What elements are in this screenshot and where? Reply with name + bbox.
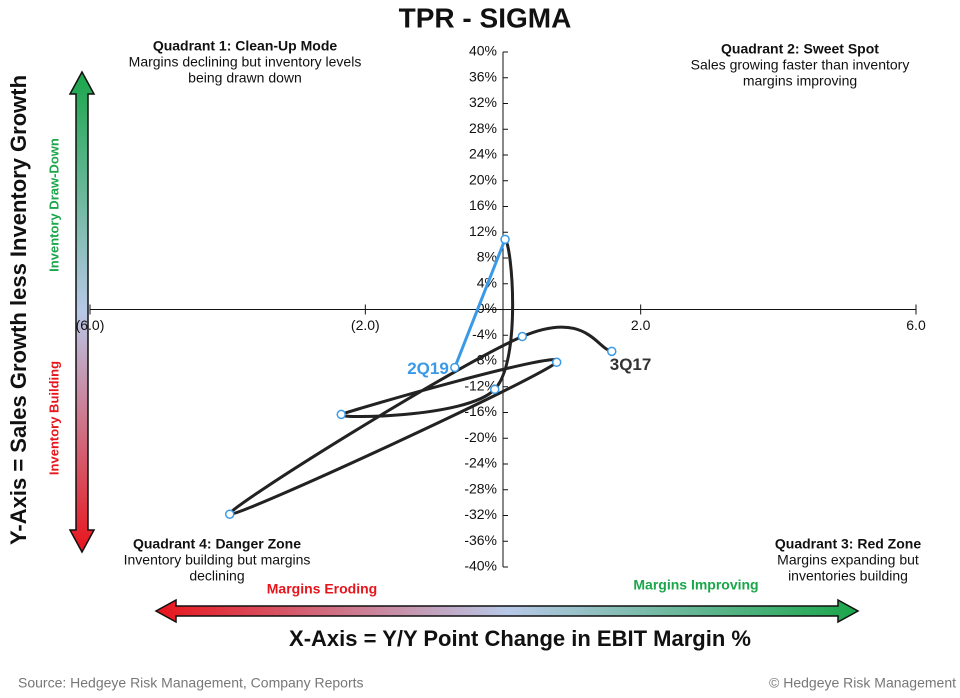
x-tick-label: (6.0): [76, 317, 105, 333]
y-arrow: [68, 70, 96, 554]
point: [517, 331, 528, 342]
quadrant-text: Margins expanding but: [777, 552, 919, 568]
y-arrow-top-label: Inventory Draw-Down: [46, 138, 61, 272]
source: Source: Hedgeye Risk Management, Company…: [18, 675, 364, 691]
x-arrow: [154, 598, 860, 624]
y-tick-label: -32%: [464, 506, 497, 522]
quadrant-title: Quadrant 2: Sweet Spot: [721, 41, 879, 57]
y-tick-label: 36%: [469, 68, 497, 84]
y-axis-title: Y-Axis = Sales Growth less Inventory Gro…: [6, 75, 31, 545]
x-axis-title: X-Axis = Y/Y Point Change in EBIT Margin…: [289, 626, 751, 651]
quadrant-title: Quadrant 1: Clean-Up Mode: [153, 38, 338, 54]
x-tick-label: (2.0): [351, 317, 380, 333]
y-tick-label: -24%: [464, 455, 497, 471]
x-tick-label: 6.0: [906, 317, 926, 333]
y-tick-label: -28%: [464, 480, 497, 496]
quadrant-text: inventories building: [788, 568, 908, 584]
point-label: 3Q17: [610, 355, 652, 374]
y-arrow-bottom-label: Inventory Building: [46, 361, 61, 475]
y-tick-label: 20%: [469, 171, 497, 187]
latest-segment: [453, 238, 507, 368]
series-line: [228, 238, 613, 516]
y-tick-label: -20%: [464, 429, 497, 445]
y-tick-label: -16%: [464, 403, 497, 419]
y-tick-label: 24%: [469, 146, 497, 162]
y-tick-label: 28%: [469, 120, 497, 136]
quadrant-text: Margins declining but inventory levels: [129, 54, 362, 70]
point: [450, 362, 460, 373]
point: [500, 234, 510, 245]
y-tick-label: 12%: [469, 223, 497, 239]
point: [336, 409, 346, 420]
y-tick-label: -8%: [472, 352, 497, 368]
chart-title: TPR - SIGMA: [399, 2, 572, 33]
y-tick-label: 0%: [477, 300, 497, 316]
x-arrow-right-label: Margins Improving: [633, 577, 758, 593]
point: [489, 384, 500, 395]
y-tick-label: 40%: [469, 43, 497, 59]
point-label: 2Q19: [407, 359, 449, 378]
x-arrow-left-label: Margins Eroding: [267, 581, 377, 597]
y-tick-label: -36%: [464, 532, 497, 548]
point: [607, 346, 617, 357]
quadrant-text: being drawn down: [188, 70, 302, 86]
quadrant-text: Sales growing faster than inventory: [691, 57, 910, 73]
point: [551, 357, 562, 368]
quadrant-text: Inventory building but margins: [124, 552, 311, 568]
y-tick-label: -40%: [464, 558, 497, 574]
y-tick-label: -12%: [464, 377, 497, 393]
y-tick-label: -4%: [472, 326, 497, 342]
point: [224, 509, 235, 519]
quadrant-text: declining: [189, 568, 244, 584]
y-tick-label: 8%: [477, 249, 497, 265]
y-tick-label: 16%: [469, 197, 497, 213]
quadrant-title: Quadrant 3: Red Zone: [775, 536, 921, 552]
copyright: © Hedgeye Risk Management: [769, 675, 956, 691]
x-tick-label: 2.0: [631, 317, 651, 333]
quadrant-text: margins improving: [743, 73, 857, 89]
quadrant-title: Quadrant 4: Danger Zone: [133, 536, 301, 552]
y-tick-label: 32%: [469, 94, 497, 110]
